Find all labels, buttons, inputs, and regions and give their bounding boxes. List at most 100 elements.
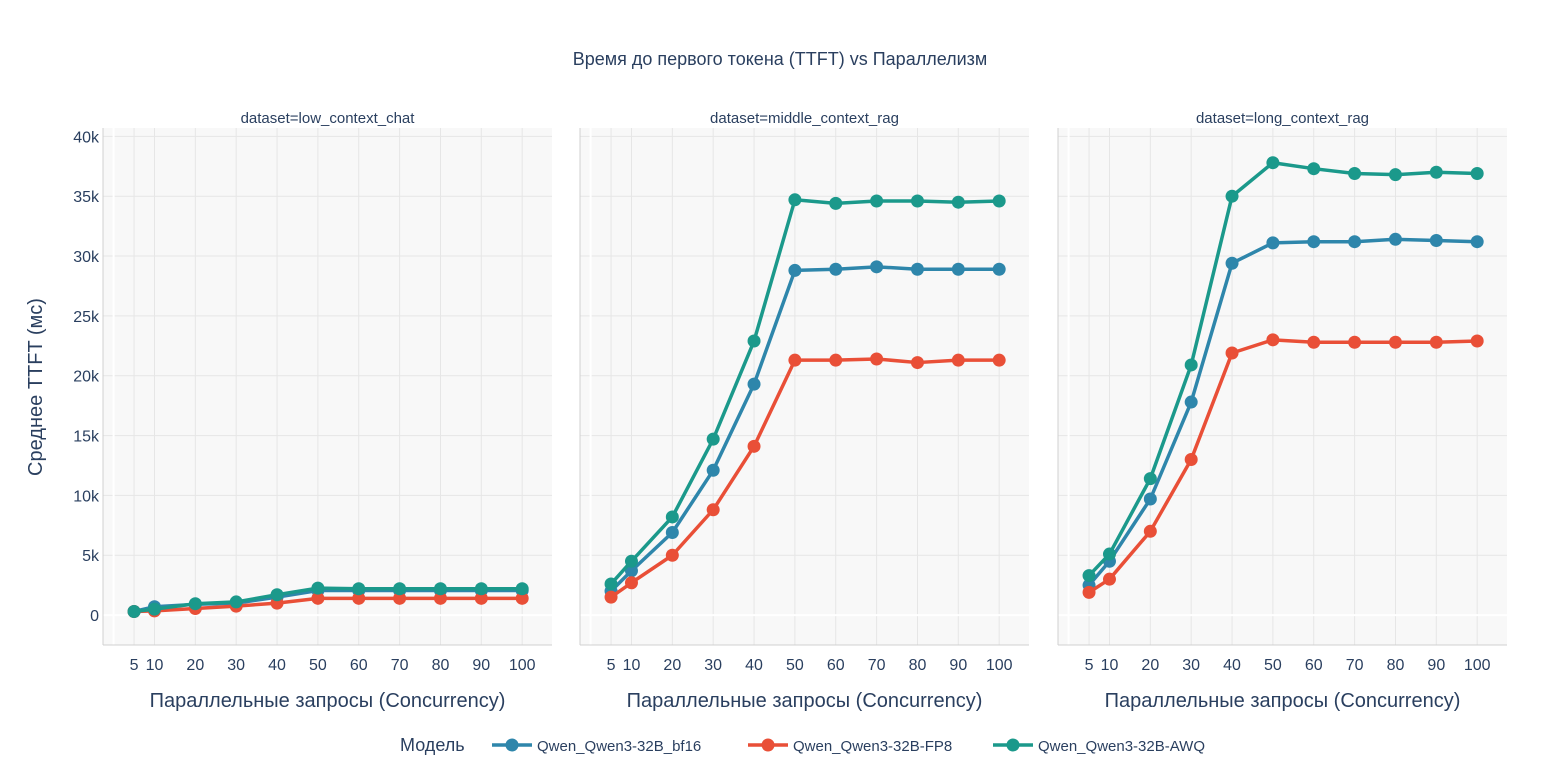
data-point	[992, 353, 1006, 367]
data-point	[910, 262, 924, 276]
data-point	[1143, 492, 1157, 506]
data-point	[1388, 232, 1402, 246]
data-point	[1102, 547, 1116, 561]
panel-2: 5 10 20 30 40 50 60 70 80 90 100 dataset=long_conte…	[1057, 110, 1507, 712]
data-point	[1184, 358, 1198, 372]
y-tick-label: 20k	[73, 369, 100, 386]
plot-background	[580, 128, 1029, 645]
legend-item: Qwen_Qwen3-32B_bf16	[492, 738, 701, 755]
series-Qwen_Qwen3-32B-FP8	[1082, 333, 1484, 599]
panel-title: dataset=low_context_chat	[241, 110, 416, 127]
data-point	[1307, 162, 1321, 176]
data-point	[147, 602, 161, 616]
data-point	[188, 597, 202, 611]
legend-label: Qwen_Qwen3-32B-FP8	[793, 738, 952, 755]
data-point	[788, 193, 802, 207]
data-point	[910, 356, 924, 370]
data-point	[706, 432, 720, 446]
data-point	[747, 377, 761, 391]
x-tick-label: 100	[509, 657, 536, 674]
data-point	[1470, 235, 1484, 249]
data-point	[1348, 166, 1362, 180]
data-point	[1470, 334, 1484, 348]
data-point	[910, 194, 924, 208]
data-point	[1388, 335, 1402, 349]
data-point	[515, 582, 529, 596]
chart-title: Время до первого токена (TTFT) vs Паралл…	[573, 49, 988, 69]
data-point	[788, 263, 802, 277]
x-tick-label: 10	[1101, 657, 1119, 674]
data-point	[870, 260, 884, 274]
data-point	[433, 582, 447, 596]
data-point	[747, 334, 761, 348]
x-tick-label: 20	[186, 657, 204, 674]
x-tick-label: 40	[745, 657, 763, 674]
panel-1: 5 10 20 30 40 50 60 70 80 90 100 dataset=middle_con…	[579, 110, 1029, 712]
x-tick-label: 40	[268, 657, 286, 674]
data-point	[1470, 166, 1484, 180]
legend-item: Qwen_Qwen3-32B-FP8	[748, 738, 952, 755]
data-point	[951, 195, 965, 209]
data-point	[1143, 524, 1157, 538]
data-point	[1266, 236, 1280, 250]
x-tick-label: 50	[309, 657, 327, 674]
data-point	[1143, 472, 1157, 486]
data-point	[829, 196, 843, 210]
x-axis-label: Параллельные запросы (Concurrency)	[627, 690, 983, 712]
y-tick-label: 0	[90, 608, 99, 625]
data-point	[951, 353, 965, 367]
x-tick-label: 60	[827, 657, 845, 674]
panel-title: dataset=long_context_rag	[1196, 110, 1369, 127]
data-point	[1307, 335, 1321, 349]
x-tick-label: 100	[1464, 657, 1491, 674]
data-point	[311, 591, 325, 605]
panel-title: dataset=middle_context_rag	[710, 110, 899, 127]
data-point	[992, 194, 1006, 208]
series-Qwen_Qwen3-32B-AWQ	[1082, 156, 1484, 583]
data-point	[1307, 235, 1321, 249]
data-point	[352, 582, 366, 596]
plot-background	[103, 128, 552, 645]
x-tick-label: 40	[1223, 657, 1241, 674]
data-point	[433, 591, 447, 605]
data-point	[1429, 335, 1443, 349]
data-point	[1225, 256, 1239, 270]
x-tick-label: 80	[909, 657, 927, 674]
x-tick-label: 10	[146, 657, 164, 674]
x-tick-label: 60	[1305, 657, 1323, 674]
x-tick-label: 5	[130, 657, 139, 674]
data-point	[1266, 156, 1280, 170]
x-tick-label: 60	[350, 657, 368, 674]
data-point	[870, 352, 884, 366]
x-axis-label: Параллельные запросы (Concurrency)	[1105, 690, 1461, 712]
panel-0: 5 10 20 30 40 50 60 70 80 90 100 0 5k 10k 15k 20k 25k 30k…	[73, 110, 552, 712]
data-point	[665, 526, 679, 540]
legend-item: Qwen_Qwen3-32B-AWQ	[993, 738, 1205, 755]
x-tick-label: 20	[663, 657, 681, 674]
y-tick-label: 25k	[73, 309, 100, 326]
data-point	[788, 353, 802, 367]
x-tick-label: 30	[704, 657, 722, 674]
y-tick-label: 40k	[73, 129, 100, 146]
data-point	[747, 439, 761, 453]
x-axis-label: Параллельные запросы (Concurrency)	[150, 690, 506, 712]
data-point	[624, 576, 638, 590]
data-point	[270, 588, 284, 602]
data-point	[1429, 165, 1443, 179]
y-tick-label: 10k	[73, 488, 100, 505]
series-Qwen_Qwen3-32B_bf16	[1082, 232, 1484, 592]
data-point	[515, 591, 529, 605]
data-point	[1225, 189, 1239, 203]
data-point	[474, 591, 488, 605]
data-point	[951, 262, 965, 276]
data-point	[665, 510, 679, 524]
data-point	[1082, 585, 1096, 599]
y-tick-label: 15k	[73, 429, 100, 446]
x-tick-label: 5	[607, 657, 616, 674]
data-point	[604, 577, 618, 591]
data-point	[992, 262, 1006, 276]
x-tick-label: 50	[1264, 657, 1282, 674]
data-point	[1388, 168, 1402, 182]
x-tick-label: 20	[1141, 657, 1159, 674]
